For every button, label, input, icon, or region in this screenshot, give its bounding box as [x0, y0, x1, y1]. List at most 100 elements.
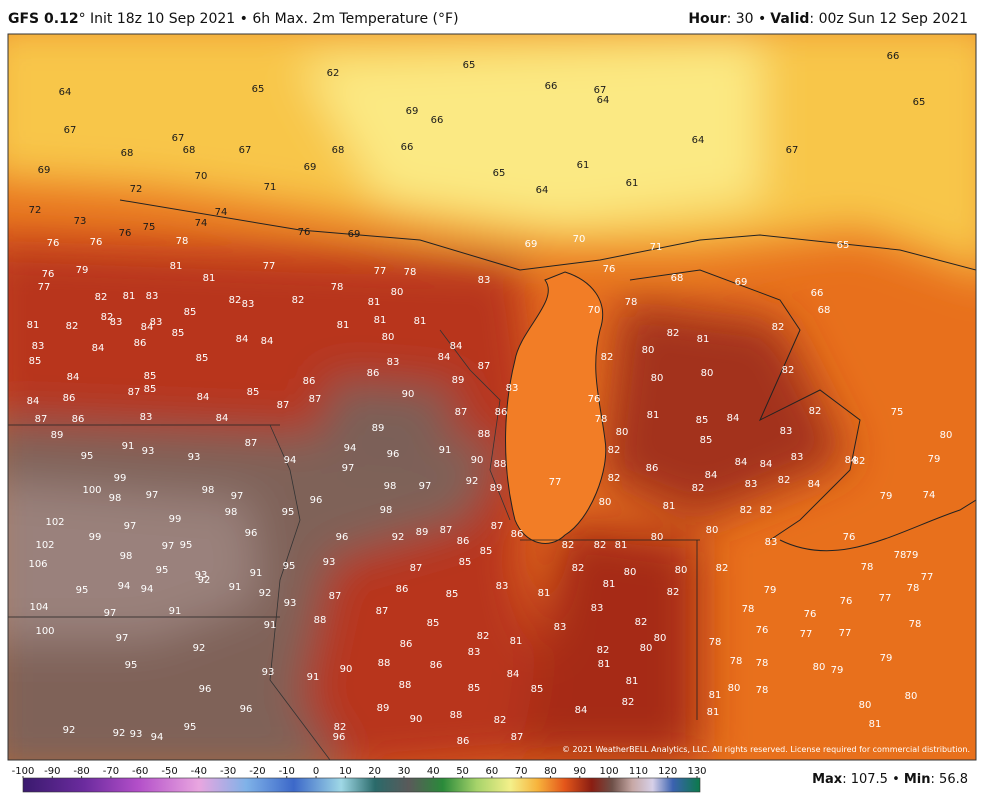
temperature-label: 85 [172, 328, 185, 339]
temperature-label: 80 [651, 373, 664, 384]
temperature-label: 85 [696, 415, 709, 426]
temperature-label: 79 [76, 265, 89, 276]
temperature-label: 65 [913, 97, 926, 108]
temperature-label: 86 [396, 584, 409, 595]
temperature-label: 80 [616, 427, 629, 438]
temperature-label: 61 [626, 178, 639, 189]
temperature-label: 64 [692, 135, 705, 146]
temperature-label: 94 [284, 455, 297, 466]
temperature-label: 91 [439, 445, 452, 456]
temperature-label: 88 [494, 459, 507, 470]
temperature-label: 82 [597, 645, 610, 656]
temperature-label: 86 [457, 536, 470, 547]
colorbar-tick-label: -20 [249, 766, 265, 777]
temperature-label: 64 [59, 87, 72, 98]
temperature-label: 84 [450, 341, 463, 352]
temperature-label: 95 [283, 561, 296, 572]
temperature-label: 78 [176, 236, 189, 247]
temperature-label: 83 [780, 426, 793, 437]
temperature-label: 90 [471, 455, 484, 466]
colorbar-tick-label: 90 [573, 766, 586, 777]
temperature-label: 77 [800, 629, 813, 640]
min-value: 56.8 [939, 772, 968, 787]
temperature-label: 99 [114, 473, 127, 484]
temperature-label: 95 [180, 540, 193, 551]
temperature-label: 74 [923, 490, 936, 501]
temperature-label: 69 [304, 162, 317, 173]
temperature-label: 88 [450, 710, 463, 721]
temperature-label: 98 [384, 481, 397, 492]
temperature-label: 81 [414, 316, 427, 327]
temperature-label: 84 [705, 470, 718, 481]
colorbar-tick-label: 120 [658, 766, 677, 777]
temperature-label: 67 [239, 145, 252, 156]
temperature-label: 78 [756, 685, 769, 696]
separator: • [888, 772, 904, 787]
temperature-label: 97 [104, 608, 117, 619]
colorbar-tick-label: 50 [456, 766, 469, 777]
temperature-label: 65 [837, 240, 850, 251]
temperature-label: 88 [314, 615, 327, 626]
temperature-label: 93 [130, 729, 143, 740]
temperature-label: 99 [169, 514, 182, 525]
temperature-label: 97 [162, 541, 175, 552]
temperature-label: 70 [588, 305, 601, 316]
temperature-label: 74 [215, 207, 228, 218]
temperature-label: 85 [144, 384, 157, 395]
temperature-label: 90 [402, 389, 415, 400]
credit: © 2021 WeatherBELL Analytics, LLC. All r… [562, 745, 970, 754]
temperature-label: 83 [791, 452, 804, 463]
temperature-label: 104 [29, 602, 48, 613]
temperature-label: 84 [197, 392, 210, 403]
temperature-label: 91 [229, 582, 242, 593]
temperature-label: 84 [760, 459, 773, 470]
temperature-label: 92 [193, 643, 206, 654]
temperature-label: 65 [493, 168, 506, 179]
temperature-label: 82 [494, 715, 507, 726]
temperature-label: 92 [113, 728, 126, 739]
temperature-label: 93 [142, 446, 155, 457]
temperature-label: 86 [400, 639, 413, 650]
temperature-label: 82 [608, 473, 621, 484]
temperature-label: 64 [536, 185, 549, 196]
temperature-label: 66 [401, 142, 414, 153]
temperature-label: 77 [549, 477, 562, 488]
valid-label: Valid [770, 11, 809, 27]
temperature-label: 85 [29, 356, 42, 367]
temperature-label: 92 [259, 588, 272, 599]
temperature-label: 88 [478, 429, 491, 440]
temperature-label: 87 [491, 521, 504, 532]
temperature-label: 94 [141, 584, 154, 595]
temperature-label: 76 [90, 237, 103, 248]
colorbar-tick-label: 40 [427, 766, 440, 777]
temperature-label: 81 [538, 588, 551, 599]
temperature-label: 83 [32, 341, 45, 352]
temperature-label: 95 [156, 565, 169, 576]
temperature-label: 84 [727, 413, 740, 424]
temperature-label: 69 [38, 165, 51, 176]
temperature-label: 84 [575, 705, 588, 716]
temperature-label: 84 [236, 334, 249, 345]
temperature-label: 86 [457, 736, 470, 747]
temperature-label: 75 [891, 407, 904, 418]
header-right: Hour: 30 • Valid: 00z Sun 12 Sep 2021 [688, 11, 968, 27]
temperature-label: 68 [818, 305, 831, 316]
max-value: 107.5 [851, 772, 888, 787]
temperature-label: 94 [344, 443, 357, 454]
temperature-label: 86 [63, 393, 76, 404]
temperature-label: 93 [262, 667, 275, 678]
temperature-label: 80 [940, 430, 953, 441]
temperature-label: 87 [455, 407, 468, 418]
temperature-label: 97 [124, 521, 137, 532]
temperature-label: 85 [459, 557, 472, 568]
temperature-label: 82 [594, 540, 607, 551]
temperature-label: 84 [67, 372, 80, 383]
temperature-label: 80 [391, 287, 404, 298]
colorbar-tick-label: 110 [629, 766, 648, 777]
temperature-label: 76 [843, 532, 856, 543]
temperature-label: 81 [615, 540, 628, 551]
temperature-label: 73 [74, 216, 87, 227]
temperature-label: 87 [277, 400, 290, 411]
